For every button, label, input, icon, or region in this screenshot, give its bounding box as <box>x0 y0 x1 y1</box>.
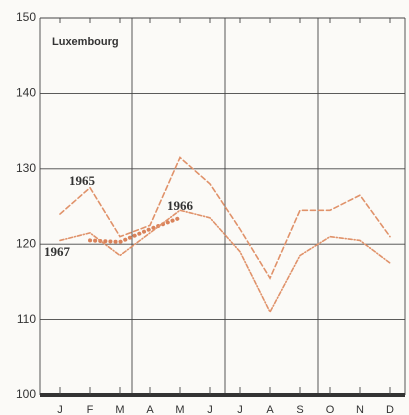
x-tick-label: N <box>356 404 364 415</box>
y-tick-label: 100 <box>16 387 36 401</box>
x-tick-label: M <box>115 404 124 415</box>
x-tick-label: O <box>326 404 335 415</box>
y-tick-label: 140 <box>16 86 36 100</box>
x-tick-label: A <box>146 404 154 415</box>
x-axis-bar <box>40 393 405 397</box>
x-tick-label: S <box>296 404 303 415</box>
y-tick-label: 120 <box>16 236 36 250</box>
x-tick-label: A <box>266 404 274 415</box>
y-tick-label: 130 <box>16 161 36 175</box>
series-line <box>59 209 391 314</box>
series-line <box>88 215 182 244</box>
x-tick-label: J <box>57 404 63 415</box>
x-tick-label: M <box>175 404 184 415</box>
y-tick-label: 110 <box>17 312 36 326</box>
x-tick-label: J <box>237 404 243 415</box>
x-tick-label: F <box>87 404 94 415</box>
series-label: 1966 <box>167 198 194 213</box>
series-line <box>59 156 391 280</box>
y-tick-label: 150 <box>16 10 36 24</box>
series-label: 1967 <box>44 244 71 259</box>
x-tick-label: J <box>207 404 213 415</box>
series-label: 1965 <box>69 173 96 188</box>
chart-title: Luxembourg <box>52 36 119 48</box>
x-tick-label: D <box>386 404 394 415</box>
